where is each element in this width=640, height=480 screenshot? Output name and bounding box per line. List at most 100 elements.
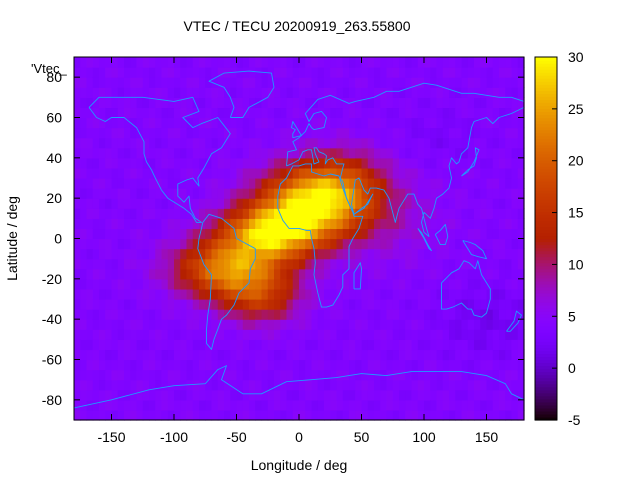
heatmap-cell <box>355 379 363 391</box>
heatmap-cell <box>105 127 113 139</box>
heatmap-cell <box>386 349 394 361</box>
heatmap-cell <box>261 399 269 411</box>
heatmap-cell <box>92 299 100 310</box>
coastline-antarctica <box>73 365 525 409</box>
heatmap-cell <box>255 218 263 230</box>
heatmap-cell <box>330 349 338 361</box>
heatmap-cell <box>411 107 419 119</box>
heatmap-cell <box>174 198 181 209</box>
heatmap-cell <box>324 218 331 230</box>
heatmap-cell <box>99 309 106 320</box>
heatmap-cell <box>492 238 500 250</box>
heatmap-cell <box>211 228 219 240</box>
heatmap-cell <box>180 57 188 68</box>
heatmap-cell <box>317 339 325 351</box>
heatmap-cell <box>286 329 294 340</box>
heatmap-cell <box>224 389 231 401</box>
heatmap-cell <box>449 127 456 139</box>
heatmap-cell <box>292 278 300 290</box>
heatmap-cell <box>111 77 119 88</box>
heatmap-cell <box>236 379 244 391</box>
colorbar-step <box>535 238 557 243</box>
colorbar-step <box>535 84 557 88</box>
heatmap-cell <box>417 87 425 98</box>
heatmap-cell <box>117 349 125 361</box>
heatmap-cell <box>130 127 138 139</box>
heatmap-cell <box>161 349 169 361</box>
colorbar-step <box>535 138 557 143</box>
heatmap-cell <box>142 87 150 98</box>
heatmap-cell <box>211 339 219 351</box>
heatmap-cell <box>111 339 119 351</box>
heatmap-cell <box>199 107 206 119</box>
heatmap-cell <box>155 258 163 270</box>
heatmap-cell <box>511 359 519 371</box>
heatmap-cell <box>449 57 456 68</box>
heatmap-cell <box>274 349 281 361</box>
heatmap-cell <box>380 319 388 330</box>
heatmap-cell <box>261 248 269 260</box>
colorbar-step <box>535 205 557 209</box>
heatmap-cell <box>436 299 444 310</box>
heatmap-cell <box>180 208 188 219</box>
heatmap-cell <box>517 349 525 361</box>
heatmap-cell <box>424 87 431 98</box>
heatmap-cell <box>367 77 375 88</box>
heatmap-cell <box>480 178 488 189</box>
heatmap-cell <box>436 178 444 189</box>
heatmap-cell <box>280 309 288 320</box>
heatmap-cell <box>217 57 225 68</box>
heatmap-cell <box>211 389 219 401</box>
heatmap-cell <box>430 137 438 149</box>
heatmap-cell <box>242 389 250 401</box>
heatmap-cell <box>386 218 394 230</box>
heatmap-cell <box>317 77 325 88</box>
colorbar-step <box>535 380 557 385</box>
heatmap-cell <box>330 409 338 421</box>
heatmap-cell <box>499 198 506 209</box>
heatmap-cell <box>480 329 488 340</box>
heatmap-cell <box>299 107 306 119</box>
heatmap-cell <box>324 137 331 149</box>
heatmap-cell <box>355 389 363 401</box>
heatmap-cell <box>305 399 313 411</box>
heatmap-cell <box>92 77 100 88</box>
heatmap-cell <box>74 389 81 401</box>
heatmap-cell <box>342 389 350 401</box>
heatmap-cell <box>461 349 469 361</box>
heatmap-cell <box>455 137 463 149</box>
colorbar-step <box>535 81 557 85</box>
heatmap-cell <box>180 268 188 280</box>
colorbar-step <box>535 102 557 107</box>
heatmap-cell <box>92 198 100 209</box>
heatmap-cell <box>161 67 169 78</box>
heatmap-cell <box>199 268 206 280</box>
heatmap-cell <box>505 188 513 199</box>
heatmap-cell <box>217 208 225 219</box>
heatmap-cell <box>161 278 169 290</box>
heatmap-cell <box>249 157 256 169</box>
heatmap-cell <box>349 157 356 169</box>
heatmap-cell <box>205 309 213 320</box>
heatmap-cell <box>286 278 294 290</box>
heatmap-cell <box>374 198 381 209</box>
heatmap-cell <box>111 379 119 391</box>
heatmap-cell <box>386 127 394 139</box>
y-axis-label: Latitude / deg <box>4 196 20 281</box>
heatmap-cell <box>392 117 400 129</box>
colorbar-step <box>535 320 557 324</box>
heatmap-cell <box>174 238 181 250</box>
heatmap-cell <box>492 107 500 119</box>
heatmap-cell <box>380 248 388 260</box>
heatmap-cell <box>155 188 163 199</box>
heatmap-cell <box>211 178 219 189</box>
colorbar-step <box>535 398 557 403</box>
heatmap-cell <box>417 329 425 340</box>
heatmap-cell <box>180 97 188 109</box>
heatmap-cell <box>242 288 250 300</box>
heatmap-cell <box>486 87 494 98</box>
heatmap-cell <box>349 228 356 240</box>
heatmap-cell <box>467 178 475 189</box>
colorbar-step <box>535 108 557 113</box>
heatmap-cell <box>192 339 200 351</box>
